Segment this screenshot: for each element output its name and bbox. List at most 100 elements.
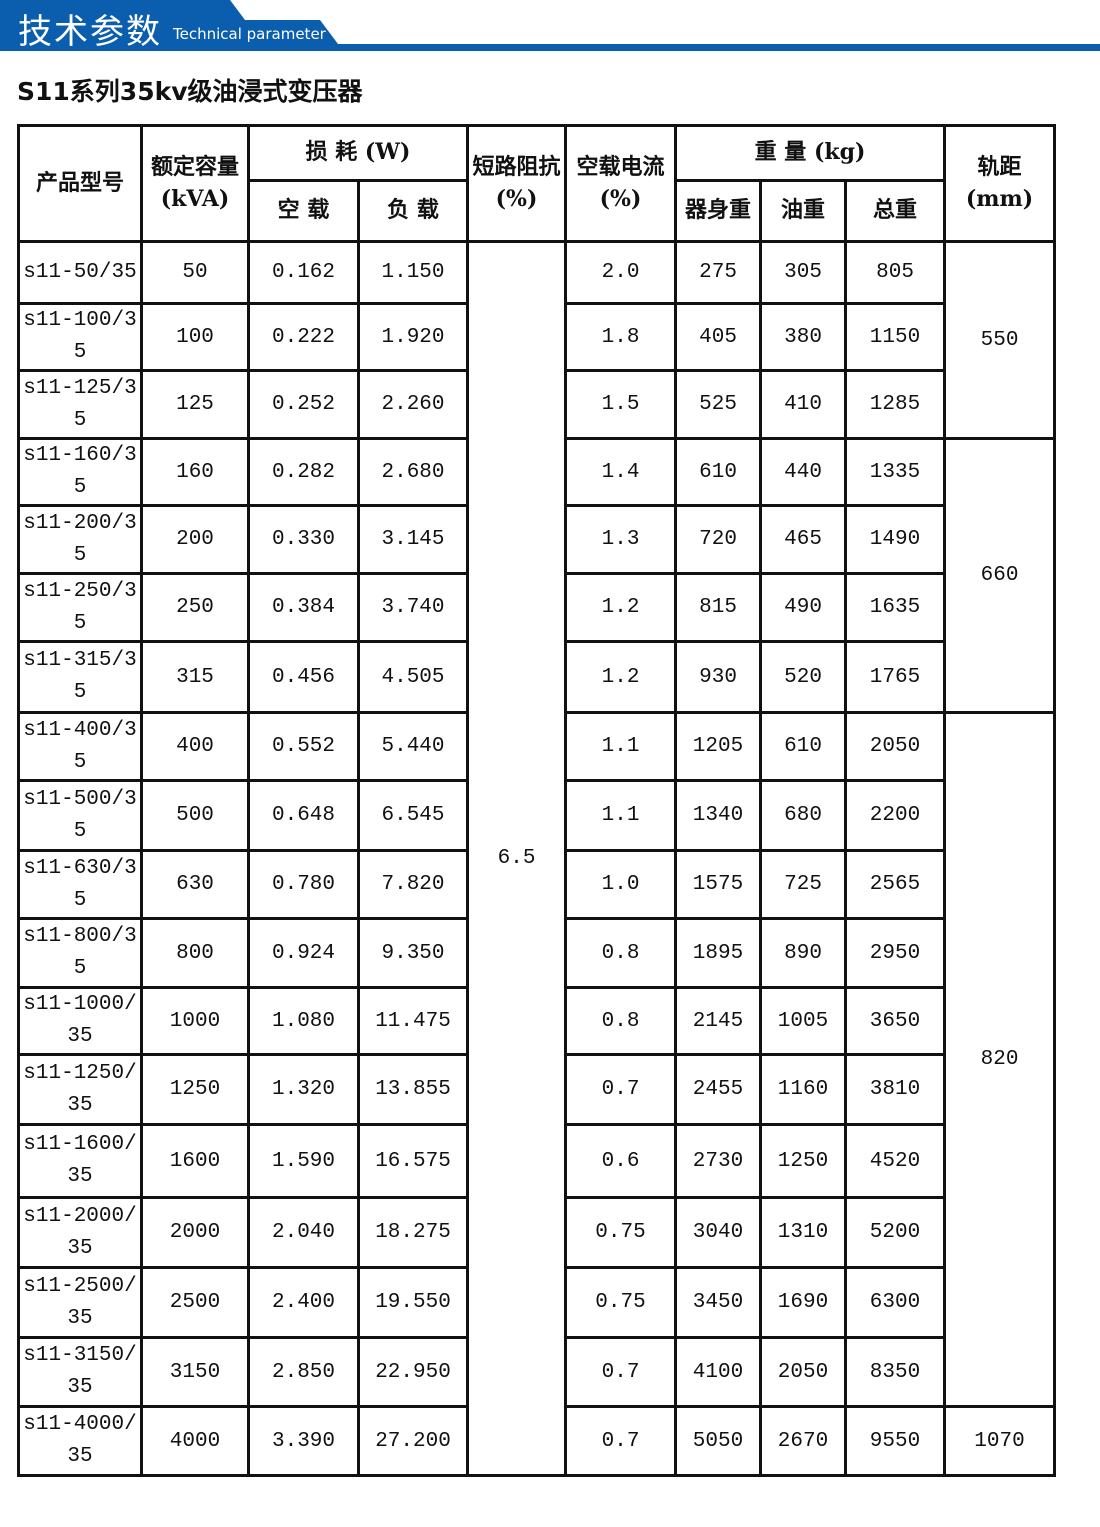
- cell-capacity: 100: [140, 302, 250, 372]
- cell-loss-load: 9.350: [356, 917, 470, 989]
- cell-weight-total: 5200: [844, 1196, 947, 1269]
- cell-capacity: 200: [140, 504, 250, 575]
- banner-title-en: Technical parameter: [173, 25, 326, 43]
- cell-weight-oil: 2670: [759, 1405, 848, 1477]
- cell-noload-current: 0.8: [564, 986, 678, 1056]
- cell-loss-load: 13.855: [356, 1053, 470, 1126]
- cell-weight-oil: 2050: [759, 1336, 848, 1408]
- table-row: s11-1000/35 1000 1.080 11.475 0.8 2145 1005 365…: [17, 986, 1055, 1056]
- cell-weight-total: 2565: [844, 849, 947, 920]
- cell-capacity: 800: [140, 917, 250, 989]
- cell-weight-oil: 465: [759, 504, 848, 575]
- cell-noload-current: 0.75: [564, 1266, 678, 1339]
- cell-noload-current: 0.6: [564, 1123, 678, 1199]
- cell-noload-current: 0.8: [564, 917, 678, 989]
- cell-weight-oil: 890: [759, 917, 848, 989]
- cell-model: s11-3150/35: [17, 1336, 143, 1408]
- header-weight: 重 量 (kg): [674, 124, 947, 182]
- cell-model: s11-800/35: [17, 917, 143, 989]
- table-row: s11-500/35 500 0.648 6.545 1.1 1340 680 2200: [17, 779, 1055, 852]
- cell-model: s11-125/35: [17, 369, 143, 440]
- cell-weight-body: 2730: [674, 1123, 763, 1199]
- cell-capacity: 250: [140, 572, 250, 643]
- table-row: s11-4000/35 4000 3.390 27.200 0.7 5050 2670 955…: [17, 1405, 1057, 1477]
- cell-loss-noload: 0.282: [247, 437, 360, 507]
- header-loss-load: 负 载: [356, 179, 470, 243]
- table-row: s11-2000/35 2000 2.040 18.275 0.75 3040 1310 52…: [17, 1196, 1055, 1269]
- cell-capacity: 125: [140, 369, 250, 440]
- cell-weight-body: 3450: [674, 1266, 763, 1339]
- cell-loss-noload: 3.390: [247, 1405, 360, 1477]
- cell-weight-oil: 440: [759, 437, 848, 507]
- cell-loss-load: 22.950: [356, 1336, 470, 1408]
- cell-loss-noload: 0.456: [247, 640, 360, 714]
- cell-model: s11-2000/35: [17, 1196, 143, 1269]
- cell-weight-body: 405: [674, 302, 763, 372]
- cell-loss-load: 2.680: [356, 437, 470, 507]
- cell-noload-current: 1.8: [564, 302, 678, 372]
- cell-capacity: 4000: [140, 1405, 250, 1477]
- header-weight-oil: 油重: [759, 179, 848, 243]
- cell-loss-noload: 0.780: [247, 849, 360, 920]
- table-row: s11-1250/35 1250 1.320 13.855 0.7 2455 1160 381…: [17, 1053, 1055, 1126]
- cell-model: s11-315/35: [17, 640, 143, 714]
- table-row: s11-250/35 250 0.384 3.740 1.2 815 490 1635: [17, 572, 1055, 643]
- cell-noload-current: 1.1: [564, 779, 678, 852]
- cell-weight-total: 9550: [844, 1405, 947, 1477]
- cell-weight-oil: 380: [759, 302, 848, 372]
- cell-model: s11-1000/35: [17, 986, 143, 1056]
- cell-loss-load: 5.440: [356, 711, 470, 782]
- cell-weight-total: 1490: [844, 504, 947, 575]
- cell-capacity: 1000: [140, 986, 250, 1056]
- header-noload-current: 空载电流 (%): [564, 124, 678, 243]
- cell-weight-oil: 1690: [759, 1266, 848, 1339]
- cell-loss-noload: 0.552: [247, 711, 360, 782]
- cell-loss-noload: 1.320: [247, 1053, 360, 1126]
- cell-weight-oil: 725: [759, 849, 848, 920]
- cell-capacity: 50: [140, 240, 250, 305]
- table-row: s11-800/35 800 0.924 9.350 0.8 1895 890 2950: [17, 917, 1055, 989]
- cell-noload-current: 0.75: [564, 1196, 678, 1269]
- cell-weight-oil: 1250: [759, 1123, 848, 1199]
- header-loss-noload: 空 载: [247, 179, 360, 243]
- header-weight-total: 总重: [844, 179, 947, 243]
- cell-model: s11-250/35: [17, 572, 143, 643]
- cell-weight-body: 2455: [674, 1053, 763, 1126]
- cell-noload-current: 1.0: [564, 849, 678, 920]
- cell-weight-body: 4100: [674, 1336, 763, 1408]
- cell-loss-load: 11.475: [356, 986, 470, 1056]
- table-row: s11-630/35 630 0.780 7.820 1.0 1575 725 2565: [17, 849, 1055, 920]
- cell-weight-oil: 610: [759, 711, 848, 782]
- cell-weight-total: 2950: [844, 917, 947, 989]
- cell-capacity: 500: [140, 779, 250, 852]
- cell-model: s11-400/35: [17, 711, 143, 782]
- cell-gauge: 1070: [943, 1405, 1057, 1477]
- cell-loss-noload: 1.080: [247, 986, 360, 1056]
- cell-noload-current: 1.4: [564, 437, 678, 507]
- cell-weight-total: 6300: [844, 1266, 947, 1339]
- cell-weight-oil: 1160: [759, 1053, 848, 1126]
- cell-weight-total: 3650: [844, 986, 947, 1056]
- cell-weight-oil: 520: [759, 640, 848, 714]
- cell-loss-load: 7.820: [356, 849, 470, 920]
- cell-weight-body: 1340: [674, 779, 763, 852]
- cell-loss-noload: 2.040: [247, 1196, 360, 1269]
- cell-weight-oil: 1310: [759, 1196, 848, 1269]
- cell-weight-body: 720: [674, 504, 763, 575]
- cell-loss-load: 16.575: [356, 1123, 470, 1199]
- cell-weight-body: 610: [674, 437, 763, 507]
- table-row: s11-2500/35 2500 2.400 19.550 0.75 3450 1690 63…: [17, 1266, 1055, 1339]
- cell-model: s11-100/35: [17, 302, 143, 372]
- header-weight-body: 器身重: [674, 179, 763, 243]
- cell-capacity: 400: [140, 711, 250, 782]
- cell-gauge: 820: [943, 711, 1057, 1408]
- cell-noload-current: 0.7: [564, 1405, 678, 1477]
- table-row: s11-100/35 100 0.222 1.920 1.8 405 380 1150: [17, 302, 1055, 372]
- header-loss: 损 耗 (W): [246, 124, 470, 182]
- cell-weight-oil: 305: [759, 240, 848, 305]
- cell-noload-current: 0.7: [564, 1336, 678, 1408]
- cell-model: s11-160/35: [17, 437, 143, 507]
- cell-weight-total: 1150: [844, 302, 947, 372]
- cell-weight-body: 275: [674, 240, 763, 305]
- cell-weight-oil: 490: [759, 572, 848, 643]
